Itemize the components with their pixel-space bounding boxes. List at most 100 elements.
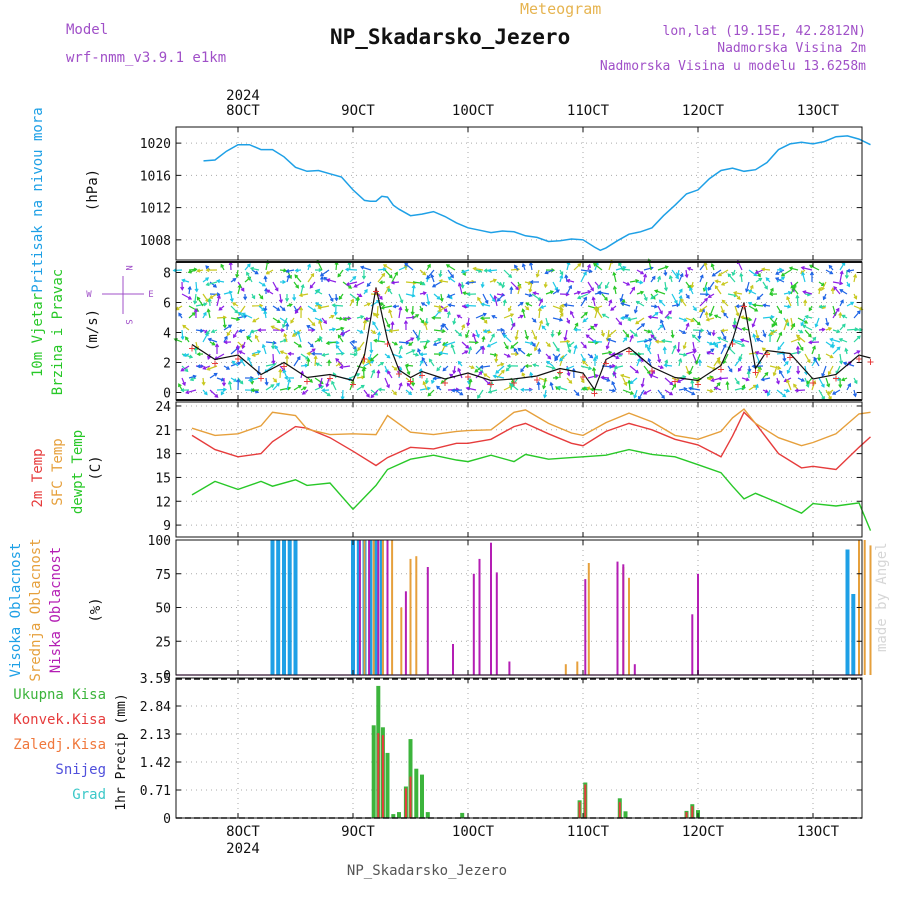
wind-arrow [413, 330, 419, 338]
temperature-ytick-label: 18 [155, 448, 171, 463]
mid-cloud-bar [391, 540, 393, 675]
wind-arrow [504, 270, 511, 277]
compass-south: S [123, 319, 133, 324]
wind-arrow [644, 366, 650, 374]
low-cloud-bar [617, 562, 619, 675]
temp-label-dewpt: dewpt Temp [70, 430, 86, 514]
total-rain-bar [624, 811, 628, 818]
high-cloud-bar [294, 540, 298, 675]
mid-cloud-bar [628, 578, 630, 675]
wind-arrow [665, 378, 672, 385]
pressure-ytick-label: 1012 [140, 202, 171, 217]
wind-arrow [378, 274, 384, 282]
cloud-unit: (%) [88, 597, 104, 622]
wind-arrow [728, 274, 735, 282]
wind-arrow [358, 342, 364, 350]
day-label-top: 12OCT [682, 103, 725, 119]
model-elevation: Nadmorska Visina u modelu 13.6258m [600, 59, 866, 74]
wind-ytick-label: 6 [163, 297, 171, 312]
wind-arrow [553, 342, 559, 351]
pressure-line [204, 136, 871, 250]
low-cloud-bar [427, 567, 429, 675]
wind-frame [176, 262, 862, 400]
total-rain-bar [420, 775, 424, 818]
cloud-label-high: Visoka Oblacnost [8, 543, 24, 678]
high-cloud-bar [271, 540, 275, 675]
low-cloud-bar [490, 543, 492, 675]
low-cloud-bar [584, 579, 586, 675]
low-cloud-bar [622, 564, 624, 675]
day-label-bottom: 8OCT [226, 824, 260, 840]
high-cloud-bar [288, 540, 292, 675]
mid-cloud-bar [870, 545, 872, 675]
conv-rain-bar [691, 806, 693, 818]
temperature-ytick-label: 21 [155, 424, 171, 439]
precip-ylabel: 1hr Precip (mm) [114, 693, 129, 810]
pressure-ytick-label: 1016 [140, 169, 171, 184]
wind-arrow [385, 270, 392, 278]
day-label-top: 8OCT [226, 103, 260, 119]
wind-arrow [630, 330, 637, 336]
pressure-label: Pritisak na nivou mora [30, 107, 46, 292]
wind-arrow [231, 306, 238, 313]
mid-cloud-bar [565, 664, 567, 675]
day-label-bottom: 9OCT [341, 824, 375, 840]
temperature-ytick-label: 12 [155, 495, 171, 510]
product-title: Meteogram [520, 0, 601, 18]
day-label-top: 9OCT [341, 103, 375, 119]
total-rain-bar [426, 812, 430, 818]
mid-cloud-bar [588, 563, 590, 675]
low-cloud-bar [479, 559, 481, 675]
temperature-ytick-label: 15 [155, 471, 171, 486]
day-label-top: 13OCT [797, 103, 840, 119]
wind-arrow [336, 346, 343, 354]
temp-label-sfc: SFC Temp [50, 438, 66, 505]
mid-cloud-bar [576, 662, 578, 676]
cloud-label-mid: Srednja Oblacnost [28, 538, 44, 681]
wind-arrow [834, 287, 840, 294]
precip-ytick-label: 2.13 [140, 728, 171, 743]
wind-arrow [630, 366, 638, 373]
precip-ytick-label: 0.71 [140, 784, 171, 799]
pressure-ytick-label: 1020 [140, 137, 171, 152]
precip-legend-conv: Konvek.Kisa [13, 712, 106, 728]
grid-layer [176, 127, 862, 818]
mid-cloud-bar [373, 540, 375, 675]
total-rain-bar [397, 812, 401, 818]
wind-arrow [511, 342, 518, 348]
low-cloud-bar [691, 614, 693, 675]
dewpt-line [192, 450, 871, 531]
wind-ytick-label: 2 [163, 357, 171, 372]
compass-north: N [123, 265, 133, 270]
high-cloud-bar [282, 540, 286, 675]
conv-rain-bar [686, 812, 688, 818]
cloud-ytick-label: 25 [155, 635, 171, 650]
total-rain-bar [386, 753, 390, 818]
precip-legend-grad: Grad [72, 787, 106, 803]
wind-arrow [596, 309, 602, 318]
low-cloud-bar [697, 574, 699, 675]
mid-cloud-bar [864, 540, 866, 675]
mid-cloud-bar [410, 559, 412, 675]
wind-arrow [777, 390, 785, 397]
low-cloud-bar [452, 644, 454, 675]
low-cloud-bar [387, 540, 389, 675]
day-label-top: 11OCT [567, 103, 610, 119]
low-cloud-bar [473, 574, 475, 675]
station-title: NP_Skadarsko_Jezero [330, 25, 570, 49]
temperature-ytick-label: 24 [155, 400, 171, 415]
wind-arrow [308, 274, 314, 282]
wind-arrow [639, 390, 644, 399]
conv-rain-bar [584, 785, 586, 819]
wind-label-1: 10m Vjetar [30, 293, 46, 377]
wind-arrow [854, 311, 860, 318]
wind-arrow [308, 318, 315, 325]
wind-arrow [321, 270, 329, 276]
model-label: Model [66, 22, 108, 38]
day-label-top: 10OCT [452, 103, 495, 119]
wind-arrow [295, 275, 301, 282]
low-cloud-bar [508, 662, 510, 676]
wind-arrow [210, 390, 218, 397]
footer-title: NP_Skadarsko_Jezero [347, 863, 507, 879]
total-rain-bar [414, 769, 418, 818]
